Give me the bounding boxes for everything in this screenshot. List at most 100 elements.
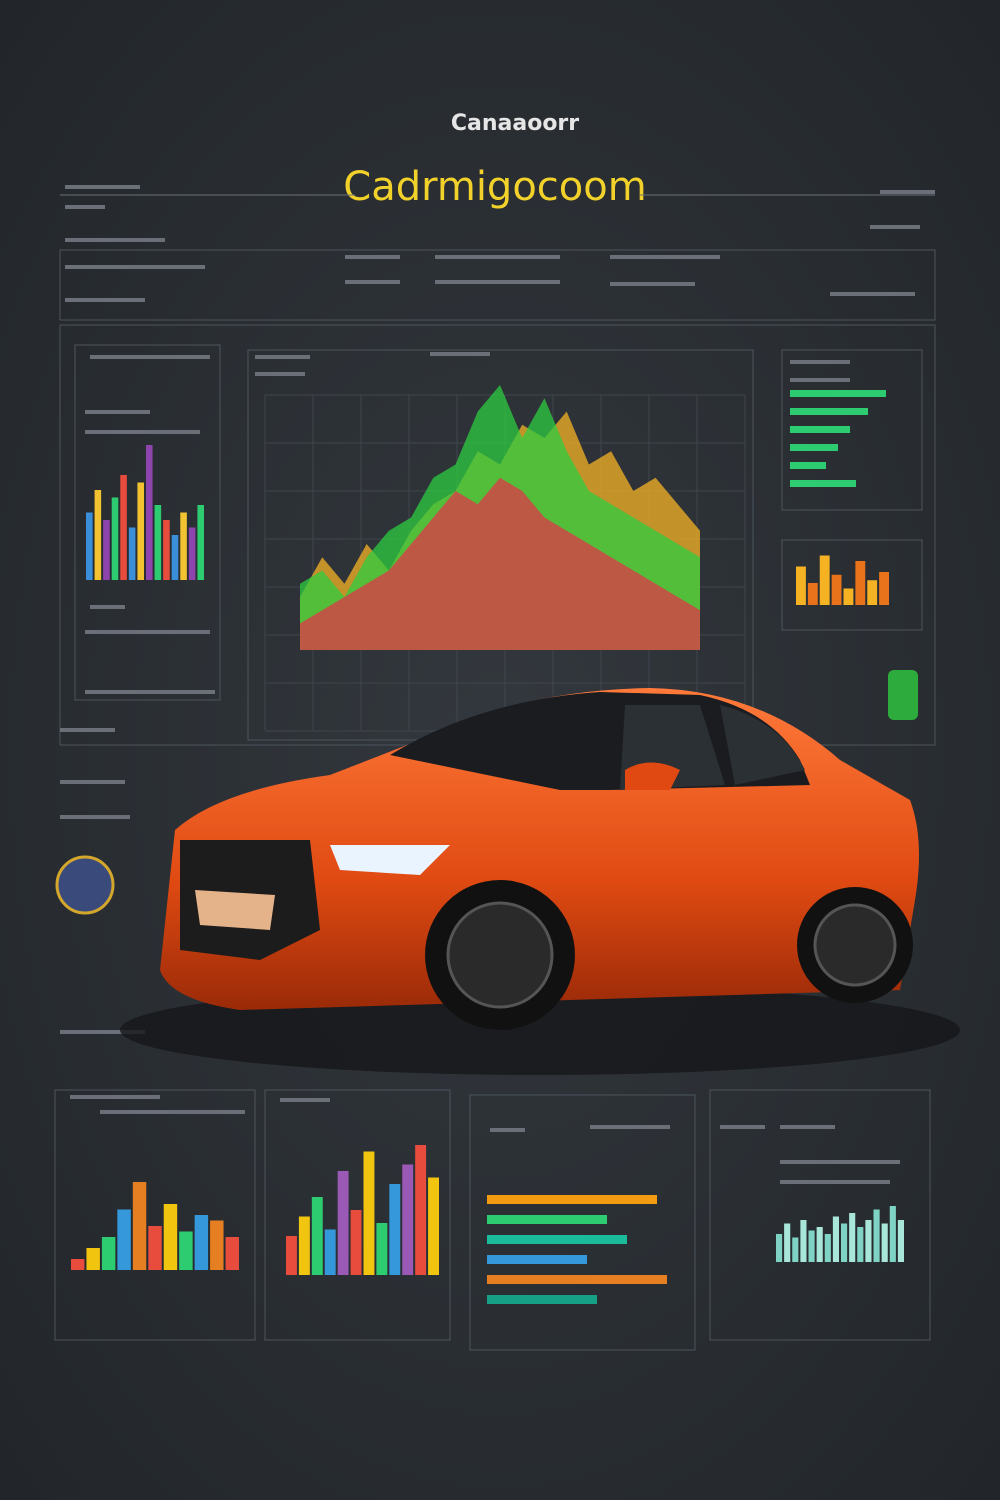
bar [197, 505, 204, 580]
placeholder-text [65, 205, 105, 209]
badge [55, 855, 115, 915]
placeholder-text [65, 238, 165, 242]
bottom-panel [264, 1089, 451, 1341]
hbar [790, 390, 886, 397]
placeholder-text [60, 780, 125, 784]
bar [71, 1259, 85, 1270]
bar [879, 572, 889, 605]
bar [776, 1234, 783, 1262]
bar [350, 1210, 362, 1275]
bar [865, 1220, 872, 1262]
bar [796, 566, 806, 605]
placeholder-text [780, 1160, 900, 1164]
bar [210, 1220, 224, 1270]
bar [363, 1151, 375, 1275]
bar [111, 497, 119, 580]
bar [415, 1145, 427, 1275]
placeholder-text [780, 1180, 890, 1184]
bar [163, 520, 170, 580]
placeholder-text [60, 1030, 145, 1034]
header-kicker: Canaaoorr [451, 111, 579, 136]
bar [824, 1234, 831, 1262]
hbar [487, 1195, 657, 1204]
hbar [487, 1255, 587, 1264]
area [300, 477, 700, 650]
bar [819, 555, 830, 605]
placeholder-text [430, 352, 490, 356]
bar [117, 1209, 131, 1270]
placeholder-text [880, 190, 935, 194]
placeholder-text [100, 1110, 245, 1114]
bar [163, 1204, 178, 1270]
bar [225, 1237, 239, 1270]
hbar [487, 1295, 597, 1304]
placeholder-text [780, 1125, 835, 1129]
bottom-panel [469, 1094, 696, 1351]
bar [800, 1220, 807, 1262]
bar [188, 527, 196, 580]
placeholder-text [280, 1098, 330, 1102]
bar [897, 1220, 904, 1262]
placeholder-text [345, 280, 400, 284]
placeholder-text [590, 1125, 670, 1129]
placeholder-text [85, 410, 150, 414]
placeholder-text [85, 690, 215, 694]
placeholder-text [60, 815, 130, 819]
left-panel [74, 344, 221, 701]
bar [120, 475, 127, 580]
placeholder-text [610, 282, 695, 286]
bar [376, 1223, 388, 1275]
bar [146, 445, 153, 580]
placeholder-text [790, 360, 850, 364]
bar [103, 520, 110, 580]
bar [428, 1177, 439, 1275]
placeholder-text [85, 630, 210, 634]
top-panel [59, 249, 936, 321]
bar [843, 588, 854, 605]
bar [86, 512, 93, 580]
placeholder-text [90, 605, 125, 609]
bar [324, 1229, 336, 1275]
bar [857, 1227, 864, 1262]
bar [831, 574, 842, 605]
hbar [790, 444, 838, 451]
bar [855, 561, 866, 605]
bar [881, 1223, 888, 1262]
bar [148, 1226, 162, 1270]
placeholder-text [65, 298, 145, 302]
bar [889, 1206, 896, 1262]
bar [867, 580, 878, 605]
bar [94, 490, 102, 580]
placeholder-text [65, 265, 205, 269]
placeholder-text [85, 430, 200, 434]
bar [832, 1216, 839, 1262]
placeholder-text [60, 728, 115, 732]
placeholder-text [90, 355, 210, 359]
indicator [888, 670, 918, 720]
bar [311, 1197, 323, 1275]
right-panel [781, 349, 923, 511]
bar [179, 1231, 193, 1270]
placeholder-text [435, 255, 560, 259]
hbar [487, 1275, 667, 1284]
placeholder-text [720, 1125, 765, 1129]
bar [402, 1164, 414, 1275]
right-chart-panel [781, 539, 923, 631]
bar [337, 1171, 349, 1275]
placeholder-text [435, 280, 560, 284]
bar [807, 583, 818, 605]
bar [180, 512, 187, 580]
bar [171, 535, 179, 580]
hbar [487, 1215, 607, 1224]
hbar [790, 408, 868, 415]
bar [137, 482, 144, 580]
bar [816, 1227, 823, 1262]
bar [86, 1248, 100, 1270]
placeholder-text [490, 1128, 525, 1132]
bar [792, 1237, 799, 1262]
placeholder-text [65, 185, 140, 189]
car [120, 688, 960, 1075]
bar [849, 1213, 856, 1262]
placeholder-text [255, 355, 310, 359]
